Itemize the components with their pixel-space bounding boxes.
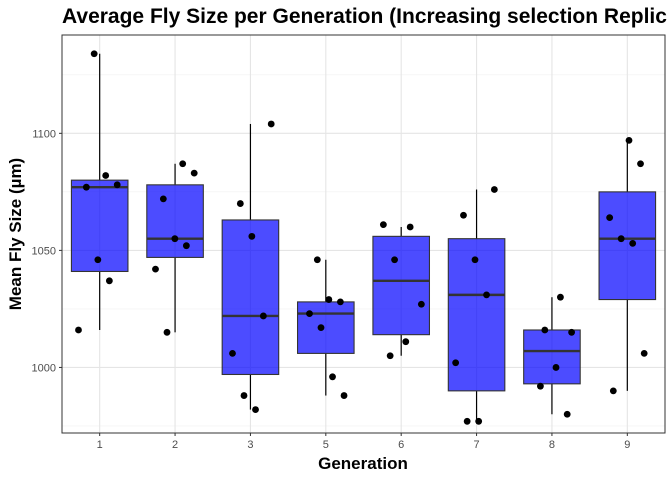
box-body <box>221 219 280 376</box>
data-point <box>159 195 167 203</box>
y-axis: 1000 1050 1100 <box>32 128 62 374</box>
data-point <box>460 211 467 219</box>
x-tick-label: 2 <box>172 439 178 451</box>
data-point <box>386 352 394 360</box>
data-point <box>629 239 637 247</box>
data-point <box>541 326 549 334</box>
x-tick-label: 1 <box>97 439 103 451</box>
data-point <box>190 169 198 177</box>
box-body <box>598 191 657 301</box>
data-point <box>90 50 98 58</box>
data-point <box>552 364 560 371</box>
data-point <box>537 382 544 390</box>
data-point <box>105 277 113 285</box>
data-point <box>606 214 614 222</box>
box-body <box>447 238 506 392</box>
x-tick-label: 9 <box>624 439 630 451</box>
data-point <box>248 232 256 240</box>
plot-panel-border <box>61 34 666 434</box>
y-tick-label: 1100 <box>32 128 56 140</box>
data-point <box>402 338 410 346</box>
data-point <box>568 328 576 336</box>
data-point <box>617 235 625 243</box>
data-point <box>236 200 244 207</box>
data-point <box>452 359 460 367</box>
data-point <box>229 350 236 357</box>
data-point <box>471 256 479 264</box>
data-point <box>557 293 564 301</box>
data-points <box>75 50 648 425</box>
data-point <box>490 186 498 193</box>
box-body <box>70 179 129 273</box>
data-point <box>171 235 179 243</box>
data-point <box>313 256 321 264</box>
data-point <box>325 296 333 303</box>
box-body <box>146 184 204 258</box>
box-series <box>70 53 657 422</box>
y-tick-label: 1050 <box>32 245 56 257</box>
data-point <box>94 256 102 264</box>
data-point <box>329 373 336 381</box>
box-body <box>372 235 431 336</box>
x-axis: 1 2 3 5 6 7 8 9 <box>97 433 630 451</box>
x-tick-label: 8 <box>549 439 555 451</box>
data-point <box>391 256 398 264</box>
data-point <box>267 120 275 128</box>
data-point <box>102 172 110 179</box>
chart-title: Average Fly Size per Generation (Increas… <box>62 5 667 28</box>
data-point <box>179 160 187 168</box>
data-point <box>259 312 267 320</box>
data-point <box>240 392 248 399</box>
x-tick-label: 3 <box>247 439 253 451</box>
data-point <box>483 291 490 299</box>
data-point <box>637 160 644 168</box>
data-point <box>406 223 414 231</box>
x-axis-title: Generation <box>318 454 408 473</box>
box-body <box>523 329 581 385</box>
data-point <box>152 265 159 273</box>
data-point <box>252 406 259 413</box>
box-body <box>296 301 355 354</box>
data-point <box>475 417 483 425</box>
data-point <box>609 387 617 395</box>
data-point <box>306 310 313 317</box>
x-tick-label: 7 <box>474 439 480 451</box>
data-point <box>340 392 348 399</box>
data-point <box>75 326 82 334</box>
data-point <box>113 181 121 189</box>
y-axis-title: Mean Fly Size (µm) <box>6 158 25 310</box>
data-point <box>317 324 325 332</box>
y-tick-label: 1000 <box>32 362 56 374</box>
data-point <box>640 350 648 357</box>
data-point <box>463 417 471 425</box>
data-point <box>379 221 387 229</box>
x-tick-label: 5 <box>323 439 329 451</box>
data-point <box>163 328 171 336</box>
x-tick-label: 6 <box>398 439 404 451</box>
data-point <box>82 183 90 191</box>
data-point <box>182 242 190 250</box>
data-point <box>625 136 633 144</box>
data-point <box>336 298 344 306</box>
data-point <box>417 300 425 308</box>
data-point <box>563 410 571 418</box>
